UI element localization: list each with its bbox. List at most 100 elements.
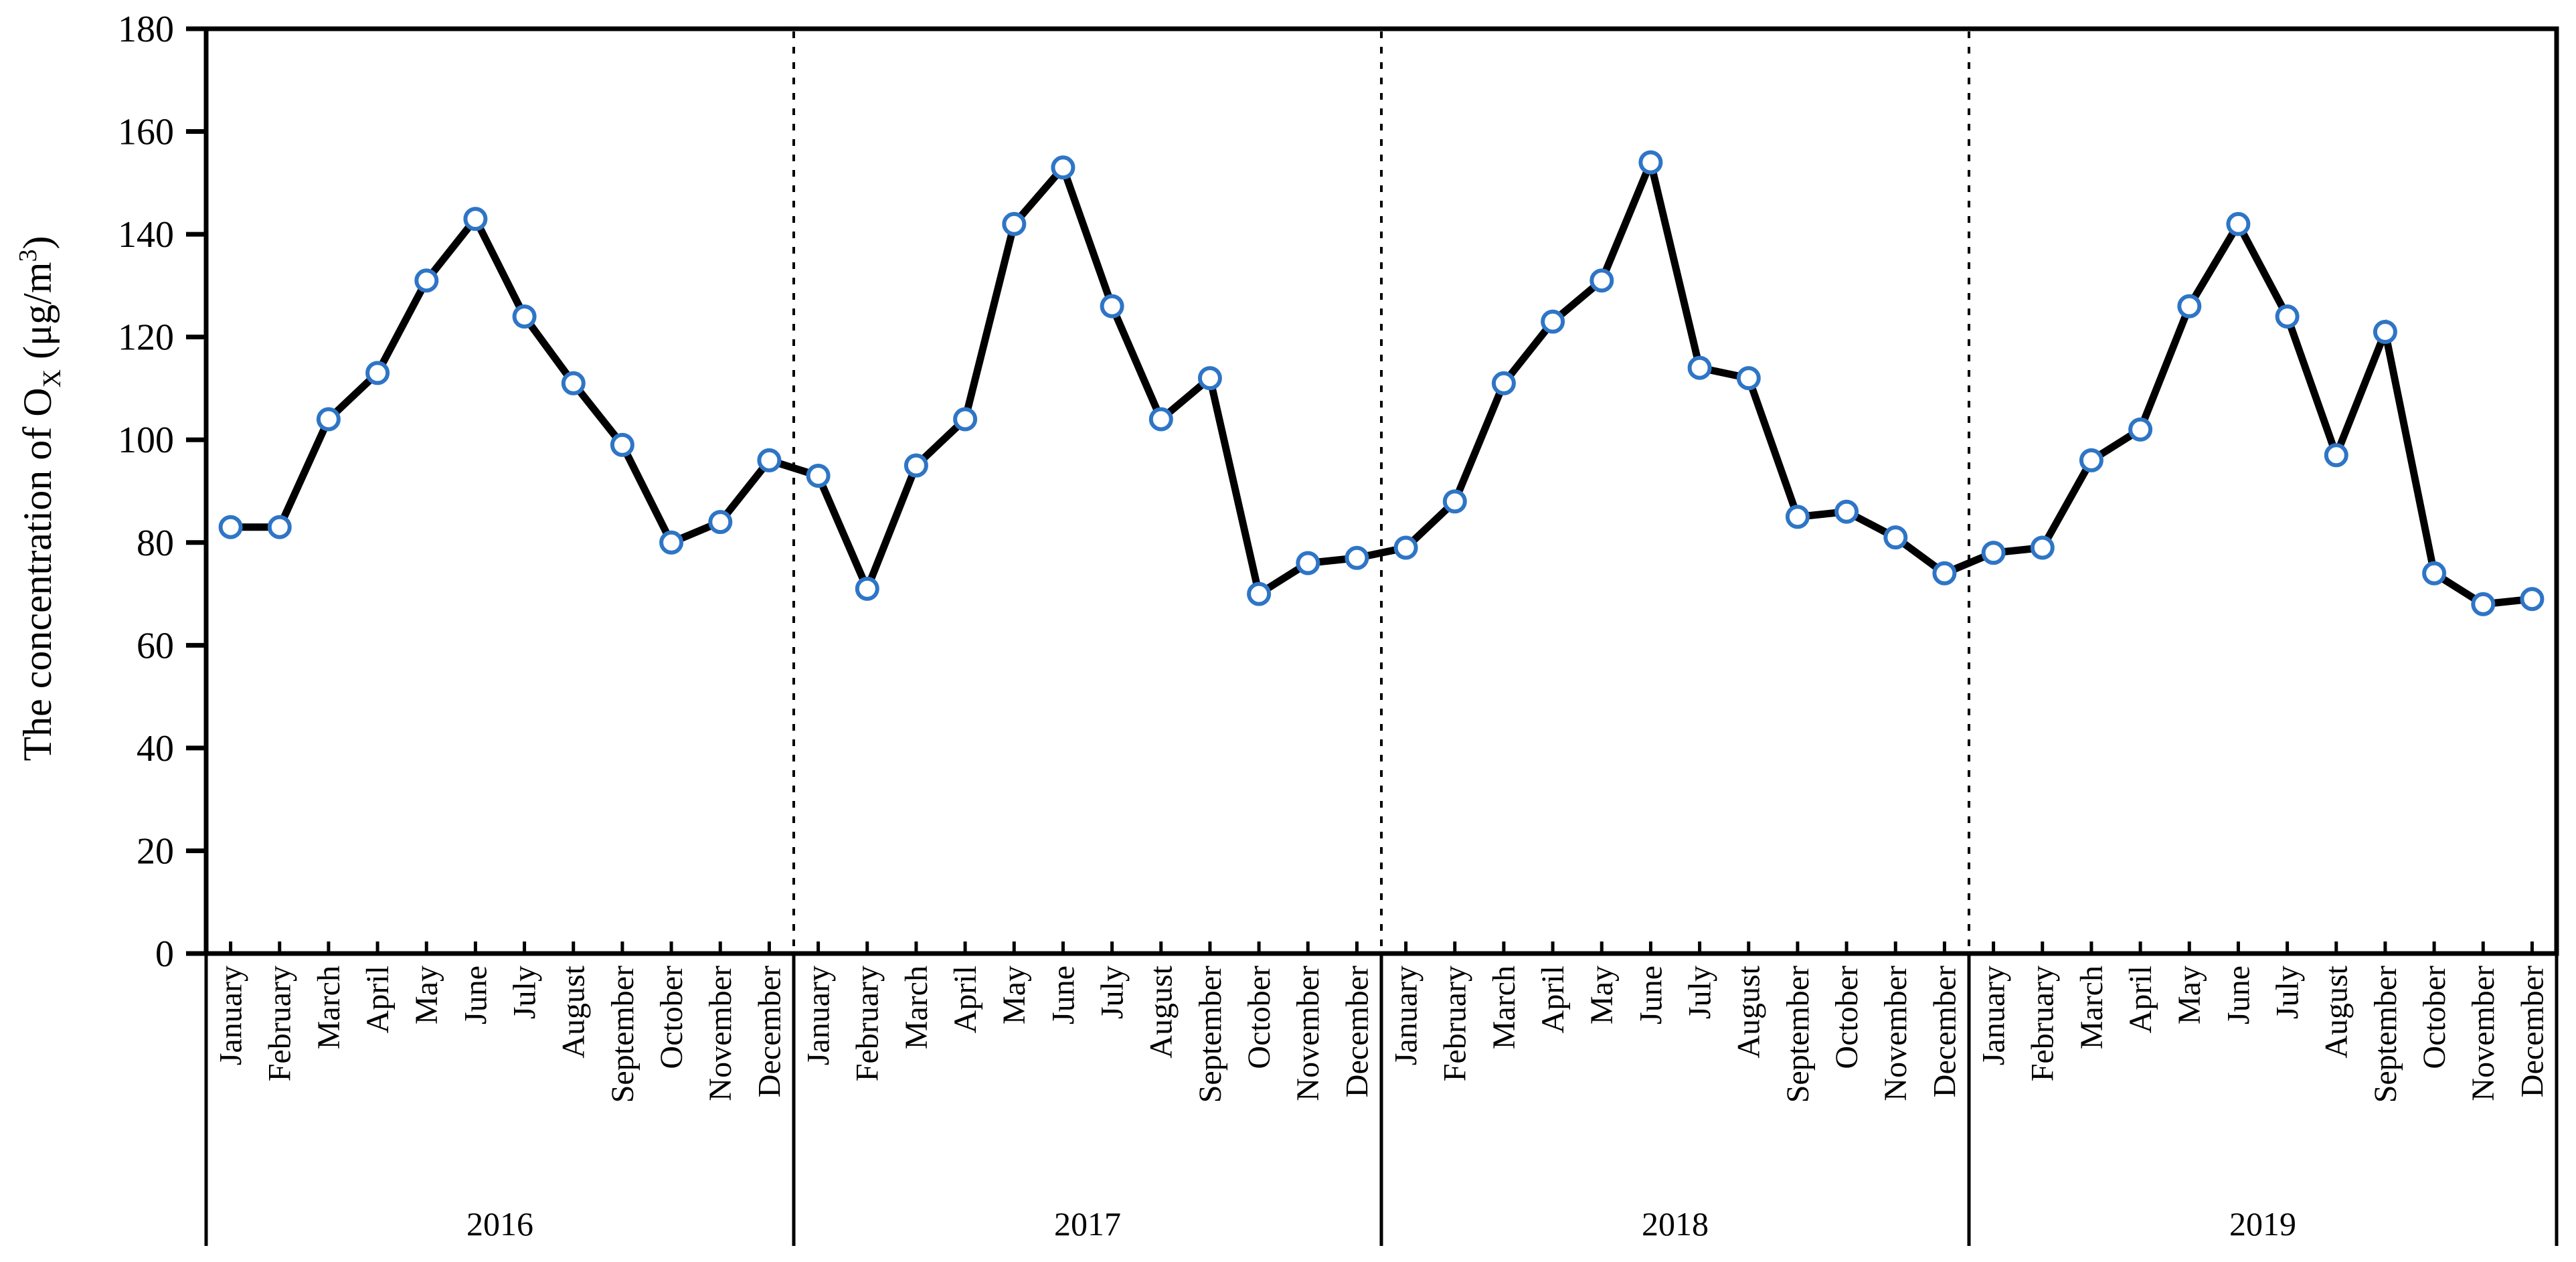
data-point-marker xyxy=(1442,489,1467,514)
month-label: February xyxy=(850,966,885,1081)
data-point-marker xyxy=(2177,294,2202,319)
month-label: November xyxy=(2466,966,2501,1101)
y-axis-tick-label: 180 xyxy=(118,9,174,50)
month-label: March xyxy=(311,966,347,1049)
month-label: November xyxy=(1878,966,1913,1101)
data-point-marker xyxy=(953,407,978,432)
year-label: 2019 xyxy=(2229,1205,2296,1243)
data-point-marker xyxy=(708,510,733,535)
month-label: September xyxy=(1193,966,1228,1103)
data-point-marker xyxy=(561,371,586,395)
month-label: September xyxy=(605,966,640,1103)
data-point-marker xyxy=(1834,499,1859,524)
year-label: 2016 xyxy=(466,1205,533,1243)
month-label: June xyxy=(1045,966,1081,1024)
data-point-marker xyxy=(2030,535,2055,560)
data-point-marker xyxy=(1393,535,1418,560)
data-point-marker xyxy=(1541,309,1565,334)
month-label: April xyxy=(360,966,396,1033)
month-label: December xyxy=(752,966,787,1097)
month-label: May xyxy=(409,966,444,1024)
month-label: August xyxy=(2319,965,2354,1058)
month-label: January xyxy=(1976,966,2011,1065)
data-point-marker xyxy=(365,361,390,385)
month-label: July xyxy=(507,966,542,1019)
month-label: June xyxy=(458,966,493,1024)
month-label: November xyxy=(1290,966,1326,1101)
data-point-marker xyxy=(218,515,243,539)
month-label: December xyxy=(2514,966,2550,1097)
month-label: January xyxy=(213,966,248,1065)
data-point-marker xyxy=(1247,581,1272,606)
data-line xyxy=(230,150,2532,608)
data-point-marker xyxy=(1345,545,1369,570)
y-axis-title: The concentration of OX (μg/m3) xyxy=(14,236,66,761)
data-point-marker xyxy=(2471,592,2496,616)
month-label: January xyxy=(1388,966,1424,1065)
data-point-marker xyxy=(855,576,879,601)
data-point-marker xyxy=(1002,211,1027,236)
data-point-marker xyxy=(1785,505,1810,529)
data-point-marker xyxy=(2373,320,2397,344)
month-label: October xyxy=(1241,966,1277,1069)
data-point-marker xyxy=(2226,211,2251,236)
data-point-marker xyxy=(806,464,831,488)
month-label: July xyxy=(1094,966,1130,1019)
data-point-marker xyxy=(463,207,488,232)
month-label: March xyxy=(899,966,934,1049)
data-point-marker xyxy=(1491,371,1516,395)
month-label: April xyxy=(948,966,983,1033)
month-label: December xyxy=(1339,966,1375,1097)
month-label: February xyxy=(262,966,298,1081)
data-point-marker xyxy=(1148,407,1173,432)
data-point-marker xyxy=(1736,366,1761,391)
month-label: May xyxy=(1584,966,1620,1024)
data-point-marker xyxy=(904,453,928,478)
data-point-marker xyxy=(1687,355,1712,380)
month-label: October xyxy=(1829,966,1865,1069)
y-axis-tick-label: 0 xyxy=(155,933,174,975)
data-point-marker xyxy=(1981,541,2006,565)
month-label: June xyxy=(1633,966,1668,1024)
data-point-marker xyxy=(1638,150,1663,175)
y-axis-tick-label: 160 xyxy=(118,112,174,153)
plot-frame xyxy=(203,26,2559,956)
y-axis-tick-label: 120 xyxy=(118,317,174,359)
month-label: August xyxy=(1731,965,1767,1058)
data-point-marker xyxy=(2079,448,2103,472)
data-point-marker xyxy=(610,432,634,457)
month-label: August xyxy=(1144,965,1179,1058)
month-label: October xyxy=(2417,966,2452,1069)
month-label: September xyxy=(2368,966,2403,1103)
y-axis-tick-label: 20 xyxy=(137,830,174,872)
data-point-marker xyxy=(659,530,684,555)
month-label: April xyxy=(1535,966,1571,1033)
data-point-marker xyxy=(512,304,537,329)
data-point-marker xyxy=(1197,366,1222,391)
y-axis-tick-label: 60 xyxy=(137,625,174,666)
data-point-marker xyxy=(316,407,341,432)
month-label: May xyxy=(997,966,1032,1024)
y-axis-tick-label: 80 xyxy=(137,523,174,564)
data-point-marker xyxy=(2422,561,2447,585)
month-label: July xyxy=(2269,966,2305,1019)
y-axis-tick-label: 40 xyxy=(137,728,174,770)
y-axis-tick-label: 100 xyxy=(118,420,174,461)
data-point-marker xyxy=(1883,525,1908,550)
data-point-marker xyxy=(267,515,292,539)
year-label: 2017 xyxy=(1054,1205,1121,1243)
y-axis-tick-label: 140 xyxy=(118,214,174,256)
data-point-marker xyxy=(1051,155,1076,180)
data-point-marker xyxy=(2275,304,2300,329)
month-label: February xyxy=(2025,966,2061,1081)
month-label: September xyxy=(1780,966,1816,1103)
year-label: 2018 xyxy=(1642,1205,1709,1243)
month-label: May xyxy=(2172,966,2207,1024)
month-label: July xyxy=(1682,966,1717,1019)
month-label: February xyxy=(1438,966,1473,1081)
month-label: August xyxy=(556,965,592,1058)
data-point-marker xyxy=(1296,551,1320,575)
data-point-marker xyxy=(2520,587,2545,612)
